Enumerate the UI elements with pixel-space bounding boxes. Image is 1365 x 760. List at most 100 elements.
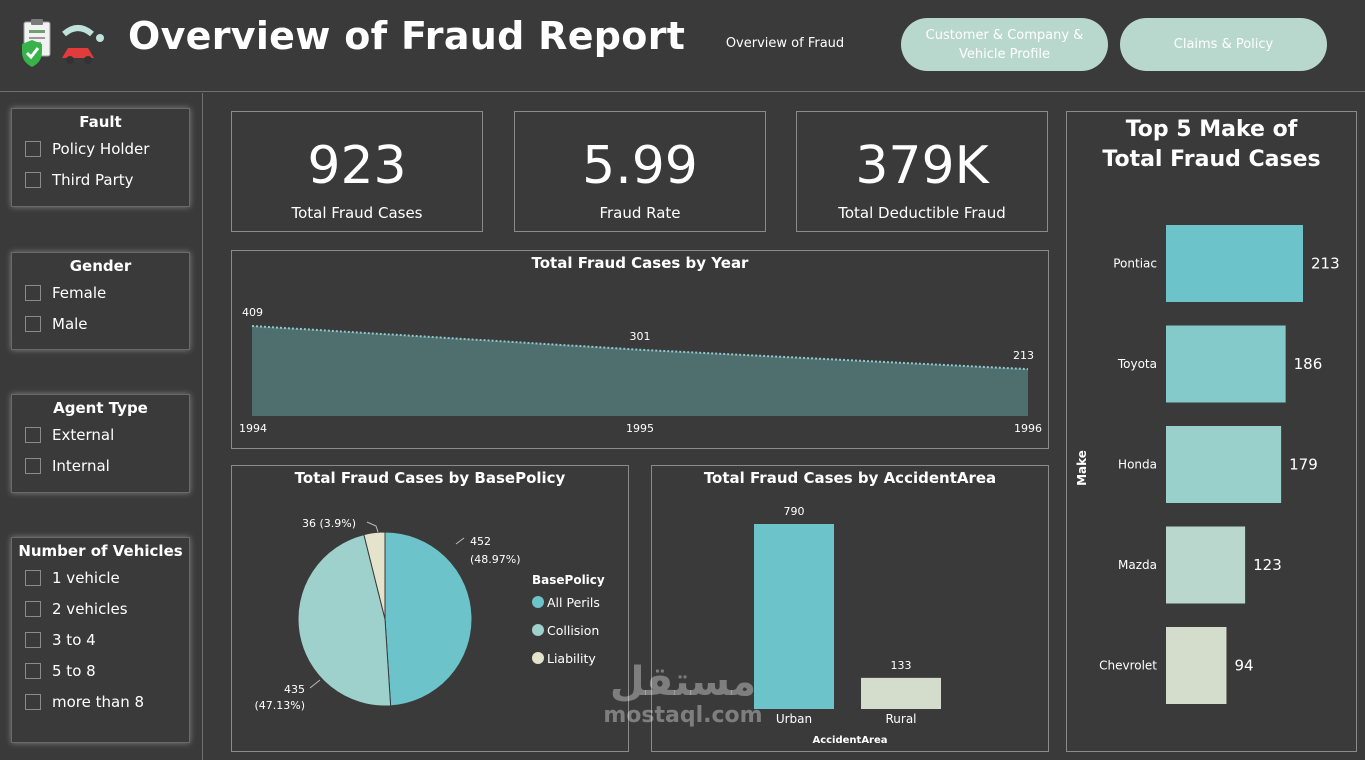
pie-slice-liability — [363, 531, 386, 620]
slicer-item-label: Internal — [52, 456, 110, 475]
kpi-value: 923 — [307, 136, 407, 196]
pie-legend-item: All Perils — [547, 595, 600, 610]
bar-data-label: 123 — [1253, 556, 1282, 574]
kpi-label: Total Deductible Fraud — [838, 204, 1006, 222]
pie-slice-all-perils — [384, 531, 473, 707]
bar-chevrolet — [1166, 627, 1227, 704]
kpi-label: Fraud Rate — [599, 204, 681, 222]
slicer-item-third-party[interactable]: Third Party — [12, 164, 189, 195]
year-area-fill — [252, 326, 1028, 416]
slicer-item-external[interactable]: External — [12, 419, 189, 450]
checkbox-icon[interactable] — [25, 662, 41, 679]
bar-category-label: Toyota — [1117, 357, 1157, 371]
pie-legend-marker — [532, 596, 544, 608]
header: Overview of Fraud Report Overview of Fra… — [0, 0, 1365, 92]
chart-title: Total Fraud Cases by Year — [531, 254, 749, 272]
year-tick-label: 1994 — [239, 422, 267, 435]
checkbox-icon[interactable] — [25, 693, 41, 710]
slicer-item-male[interactable]: Male — [12, 308, 189, 339]
slicer-item-label: 5 to 8 — [52, 661, 96, 680]
kpi-card-total-deductible-fraud: 379K Total Deductible Fraud — [796, 111, 1048, 232]
slicer-title: Fault — [79, 113, 122, 131]
pie-label-collision-pct: (47.13%) — [254, 699, 305, 712]
checkbox-icon[interactable] — [25, 284, 41, 301]
bar-pontiac — [1166, 225, 1303, 302]
pie-leader-line — [455, 537, 465, 545]
chart-title: Total Fraud Cases by AccidentArea — [703, 469, 997, 487]
kpi-card-total-fraud-cases: 923 Total Fraud Cases — [231, 111, 483, 232]
checkbox-icon[interactable] — [25, 600, 41, 617]
slicer-item-more-than-8[interactable]: more than 8 — [12, 686, 189, 717]
pie-leader-line — [366, 521, 379, 533]
pie-label-all-perils-value: 452 — [470, 535, 491, 548]
chart-fraud-by-accidentarea: Total Fraud Cases by AccidentArea 790 Urb… — [651, 465, 1049, 752]
kpi-value: 5.99 — [582, 136, 698, 196]
slicer-item-1-vehicle[interactable]: 1 vehicle — [12, 562, 189, 593]
x-axis-title: AccidentArea — [812, 735, 887, 746]
chart-top-5-make: Top 5 Make of Total Fraud Cases Pontiac 2… — [1066, 111, 1357, 752]
bar-data-label: 94 — [1234, 657, 1253, 675]
slicer-item-label: Third Party — [52, 170, 134, 189]
checkbox-icon[interactable] — [25, 457, 41, 474]
checkbox-icon[interactable] — [25, 426, 41, 443]
slicer-item-5-to-8[interactable]: 5 to 8 — [12, 655, 189, 686]
slicer-item-label: Female — [52, 283, 107, 302]
year-data-label: 301 — [630, 330, 651, 343]
checkbox-icon[interactable] — [25, 171, 41, 188]
bar-category-label: Chevrolet — [1099, 659, 1157, 673]
basepolicy-pie-chart-svg: 452 (48.97%) 435 (47.13%) 36 (3.9%) BasePolic… — [254, 517, 605, 712]
checkbox-icon[interactable] — [25, 569, 41, 586]
nav-claims-policy-button[interactable]: Claims & Policy — [1120, 18, 1327, 71]
y-axis-title: Make — [1075, 450, 1089, 486]
year-data-label: 409 — [242, 306, 263, 319]
slicer-item-3-to-4[interactable]: 3 to 4 — [12, 624, 189, 655]
chart-fraud-by-year: Total Fraud Cases by Year 409 1994 301 1995… — [231, 250, 1049, 449]
nav-customer-company-vehicle-profile-button[interactable]: Customer & Company & Vehicle Profile — [901, 18, 1108, 71]
bar-data-label: 133 — [891, 659, 912, 672]
bar-data-label: 186 — [1294, 355, 1323, 373]
bar-data-label: 790 — [784, 505, 805, 518]
pie-label-all-perils-pct: (48.97%) — [470, 553, 521, 566]
number-of-vehicles-slicer: Number of Vehicles 1 vehicle 2 vehicles … — [11, 537, 190, 743]
pie-legend-item: Liability — [547, 651, 596, 666]
kpi-card-fraud-rate: 5.99 Fraud Rate — [514, 111, 766, 232]
chart-fraud-by-basepolicy: Total Fraud Cases by BasePolicy 452 (48.9… — [231, 465, 629, 752]
slicer-item-label: 2 vehicles — [52, 599, 128, 618]
slicer-item-label: more than 8 — [52, 692, 145, 711]
slicer-title: Gender — [69, 257, 132, 275]
make-bar-chart-svg: Pontiac 213 Toyota 186 Honda 179 Mazda 123 Chevr… — [1075, 225, 1340, 704]
bar-category-label: Urban — [776, 712, 812, 726]
checkbox-icon[interactable] — [25, 140, 41, 157]
filter-sidebar: Fault Policy Holder Third Party Gender F… — [0, 93, 203, 760]
pie-leader-line — [309, 679, 321, 689]
pie-slice-collision — [297, 533, 392, 707]
bar-toyota — [1166, 325, 1286, 403]
year-tick-label: 1995 — [626, 422, 654, 435]
slicer-item-label: Male — [52, 314, 88, 333]
agent-type-slicer: Agent Type External Internal — [11, 394, 190, 493]
page-title: Overview of Fraud Report — [128, 14, 686, 58]
fraud-report-logo-icon — [22, 19, 104, 67]
pie-label-liability: 36 (3.9%) — [302, 517, 356, 530]
checkbox-icon[interactable] — [25, 315, 41, 332]
pie-legend-title: BasePolicy — [532, 573, 605, 587]
bar-category-label: Mazda — [1118, 558, 1157, 572]
slicer-item-label: 3 to 4 — [52, 630, 96, 649]
year-area-chart-svg: 409 1994 301 1995 213 1996 — [239, 306, 1042, 435]
nav-overview-of-fraud[interactable]: Overview of Fraud — [725, 36, 845, 51]
year-tick-label: 1996 — [1014, 422, 1042, 435]
pie-label-collision-value: 435 — [284, 683, 305, 696]
bar-rural — [861, 677, 941, 709]
slicer-item-female[interactable]: Female — [12, 277, 189, 308]
checkbox-icon[interactable] — [25, 631, 41, 648]
pie-legend-marker — [532, 652, 544, 664]
slicer-item-label: Policy Holder — [52, 139, 150, 158]
slicer-item-2-vehicles[interactable]: 2 vehicles — [12, 593, 189, 624]
accidentarea-bar-chart-svg: 790 Urban 133 Rural AccidentArea — [754, 505, 941, 746]
bar-mazda — [1166, 526, 1246, 604]
year-series-line — [251, 325, 1029, 371]
slicer-item-internal[interactable]: Internal — [12, 450, 189, 481]
slicer-item-label: External — [52, 425, 115, 444]
slicer-item-policy-holder[interactable]: Policy Holder — [12, 133, 189, 164]
bar-category-label: Rural — [885, 712, 916, 726]
